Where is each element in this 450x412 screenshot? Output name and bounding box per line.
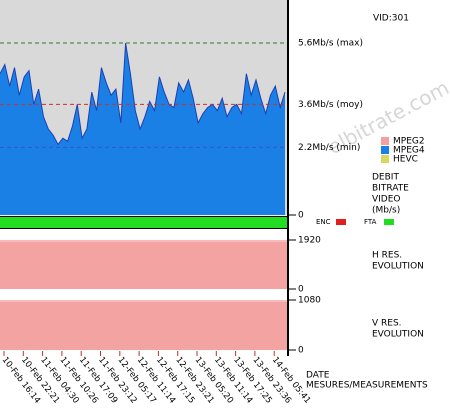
axis-title: VIDEO <box>372 195 401 205</box>
area <box>0 300 288 350</box>
axis-title: BITRATE <box>372 184 409 194</box>
status-swatch <box>384 219 394 225</box>
axis-title: (Mb/s) <box>372 206 400 216</box>
status-band <box>0 217 288 228</box>
x-axis-title: DATE <box>306 371 330 381</box>
legend-label: HEVC <box>393 155 418 165</box>
legend-label: MPEG2 <box>393 137 425 147</box>
legend-swatch <box>381 137 389 145</box>
y-tick-label: 1080 <box>298 296 321 306</box>
reference-label: 2.2Mb/s (min) <box>298 143 360 153</box>
axis-title: EVOLUTION <box>372 262 424 272</box>
axis-title: V RES. <box>372 319 402 329</box>
y-tick-label: 1920 <box>298 236 321 246</box>
legend-swatch <box>381 155 389 163</box>
area <box>0 43 285 215</box>
axis-title: H RES. <box>372 251 402 261</box>
y-tick-label: 0 <box>298 346 304 356</box>
legend-label: MPEG4 <box>393 146 425 156</box>
reference-label: 3.6Mb/s (moy) <box>298 100 363 110</box>
y-tick-label: 0 <box>298 285 304 295</box>
id-label: VID:301 <box>373 14 409 24</box>
series-line <box>0 42 286 146</box>
status-label: FTA <box>364 218 377 226</box>
reference-label: 5.6Mb/s (max) <box>298 39 363 49</box>
legend-swatch <box>381 146 389 154</box>
area <box>0 240 288 289</box>
axis-title: EVOLUTION <box>372 330 424 340</box>
x-axis-title: MESURES/MEASUREMENTS <box>306 381 428 391</box>
status-swatch <box>336 219 346 225</box>
axis-title: DEBIT <box>372 173 399 183</box>
y-tick-label: 0 <box>298 211 304 221</box>
status-label: ENC <box>316 218 331 226</box>
